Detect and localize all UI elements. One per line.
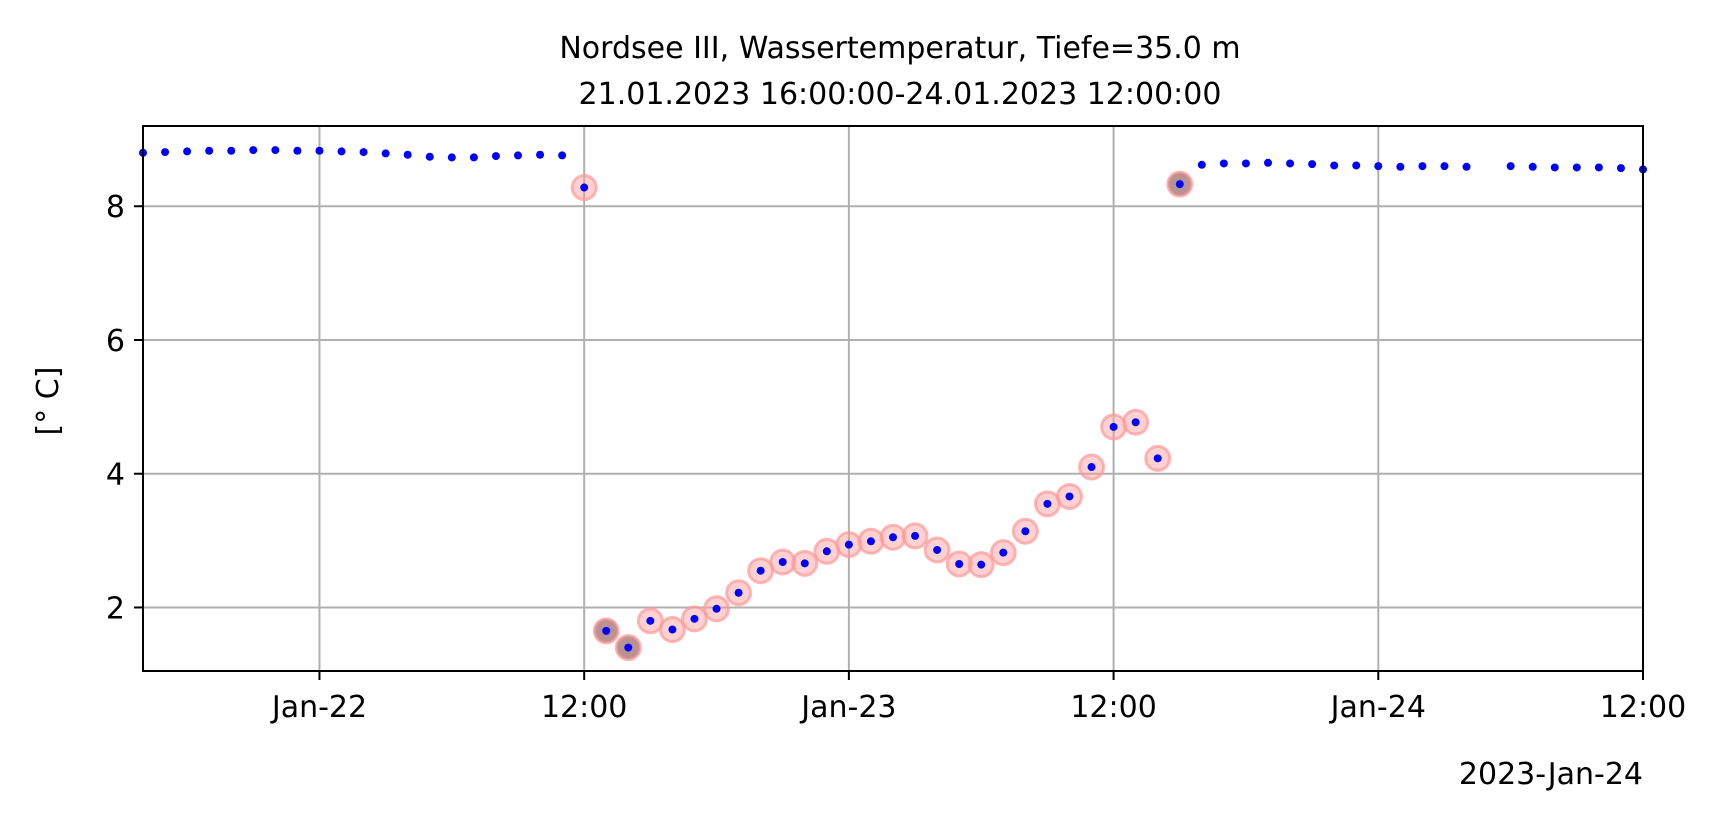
data-point [271, 146, 280, 155]
data-point [1506, 162, 1515, 171]
data-point [249, 146, 258, 155]
data-point [844, 540, 853, 549]
data-point [889, 533, 897, 542]
data-point [690, 614, 699, 623]
data-point [1418, 162, 1427, 171]
data-point [315, 146, 324, 155]
data-point [514, 151, 522, 160]
data-point [1594, 163, 1603, 172]
data-point [1241, 159, 1250, 168]
data-point [205, 146, 214, 155]
x-tick-label: 12:00 [1070, 690, 1156, 725]
data-point [1175, 180, 1184, 189]
data-point [337, 147, 346, 156]
data-point [1572, 163, 1581, 172]
data-point [1330, 161, 1339, 170]
data-point [646, 616, 655, 625]
data-point [580, 183, 589, 192]
y-tick-label: 8 [106, 190, 125, 225]
data-point [1352, 161, 1361, 170]
x-tick-label: 12:00 [1600, 690, 1686, 725]
y-tick-label: 4 [106, 458, 125, 493]
data-point [734, 588, 743, 597]
plot-frame [142, 125, 1644, 672]
data-point [469, 153, 478, 162]
data-point [1065, 492, 1074, 501]
data-point [1197, 160, 1206, 169]
data-point [161, 148, 170, 157]
data-point [1264, 158, 1272, 167]
y-axis-label: [° C] [31, 367, 66, 436]
data-point [1109, 422, 1118, 431]
data-point [1021, 527, 1030, 536]
data-point [1286, 159, 1295, 168]
data-point [491, 152, 500, 161]
data-point [778, 558, 787, 566]
data-point [1043, 499, 1052, 508]
data-point [1153, 454, 1162, 463]
data-point [933, 545, 942, 554]
x-axis-offset-label: 2023-Jan-24 [1459, 757, 1643, 792]
data-point [1087, 463, 1096, 472]
data-point [1308, 160, 1317, 169]
data-point [977, 560, 986, 569]
data-point [183, 147, 192, 156]
x-tick-label: 12:00 [541, 690, 627, 725]
data-point [293, 146, 302, 155]
data-point [1528, 162, 1537, 171]
data-point [536, 150, 545, 159]
x-tick-label: Jan-23 [799, 690, 896, 725]
data-point [381, 149, 390, 158]
axes: Jan-22 12:00 Jan-23 12:00 Jan-24 12:00 2 4 6 8 [106, 125, 1686, 725]
data-point [999, 548, 1008, 557]
data-point [227, 146, 236, 155]
y-tick-label: 6 [106, 324, 125, 359]
data-point [756, 566, 765, 575]
data-point [425, 152, 434, 161]
data-point [403, 150, 412, 159]
data-points [139, 146, 1647, 652]
data-point [624, 643, 633, 652]
data-point [359, 148, 368, 157]
chart-title: Nordsee III, Wassertemperatur, Tiefe=35.… [559, 31, 1240, 66]
data-point [1550, 163, 1559, 172]
data-point [955, 560, 964, 569]
data-point [1131, 418, 1140, 427]
data-point [866, 537, 875, 546]
data-point [558, 151, 567, 160]
data-point [668, 625, 677, 634]
data-point [1396, 162, 1405, 171]
data-point [1462, 162, 1471, 171]
chart-subtitle: 21.01.2023 16:00:00-24.01.2023 12:00:00 [579, 77, 1222, 112]
data-point [800, 559, 809, 568]
flag-markers [570, 170, 1194, 662]
x-tick-label: Jan-22 [270, 690, 367, 725]
data-point [911, 531, 920, 540]
y-tick-label: 2 [106, 591, 125, 626]
grid-lines [143, 126, 1644, 671]
data-point [1374, 162, 1383, 171]
data-point [447, 153, 456, 162]
data-point [822, 547, 831, 556]
data-point [1616, 164, 1625, 173]
data-point [602, 626, 611, 635]
x-tick-label: Jan-24 [1329, 690, 1426, 725]
data-point [712, 604, 721, 613]
data-point [1219, 159, 1228, 168]
data-point [1440, 162, 1449, 171]
